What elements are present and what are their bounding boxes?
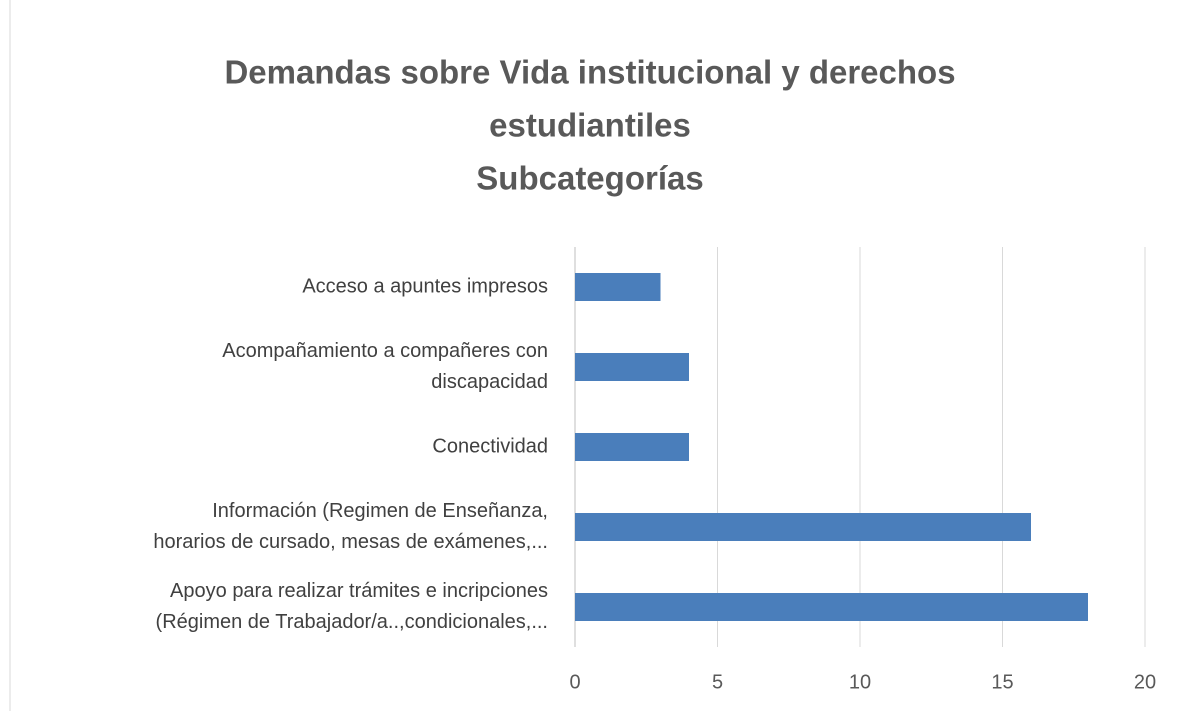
bar	[575, 593, 1088, 621]
y-tick-label: Acceso a apuntes impresos	[302, 275, 548, 297]
x-tick-label: 5	[712, 671, 723, 693]
x-tick-label: 0	[569, 671, 580, 693]
bar	[575, 353, 689, 381]
y-tick-label: horarios de cursado, mesas de exámenes,.…	[153, 531, 548, 553]
chart-title: Subcategorías	[476, 160, 703, 197]
bar	[575, 273, 661, 301]
x-tick-label: 20	[1134, 671, 1156, 693]
bar	[575, 433, 689, 461]
y-tick-label: Acompañamiento a compañeres con	[222, 340, 548, 362]
bar	[575, 513, 1031, 541]
y-tick-label: Apoyo para realizar trámites e incripcio…	[170, 580, 548, 602]
x-tick-label: 10	[849, 671, 871, 693]
y-tick-label: (Régimen de Trabajador/a..,condicionales…	[156, 611, 548, 633]
chart-title: estudiantiles	[489, 107, 691, 144]
y-tick-label: discapacidad	[431, 371, 548, 393]
y-tick-label: Conectividad	[432, 435, 548, 457]
chart-title: Demandas sobre Vida institucional y dere…	[224, 54, 955, 91]
y-tick-label: Información (Regimen de Enseñanza,	[212, 500, 548, 522]
x-tick-label: 15	[991, 671, 1013, 693]
